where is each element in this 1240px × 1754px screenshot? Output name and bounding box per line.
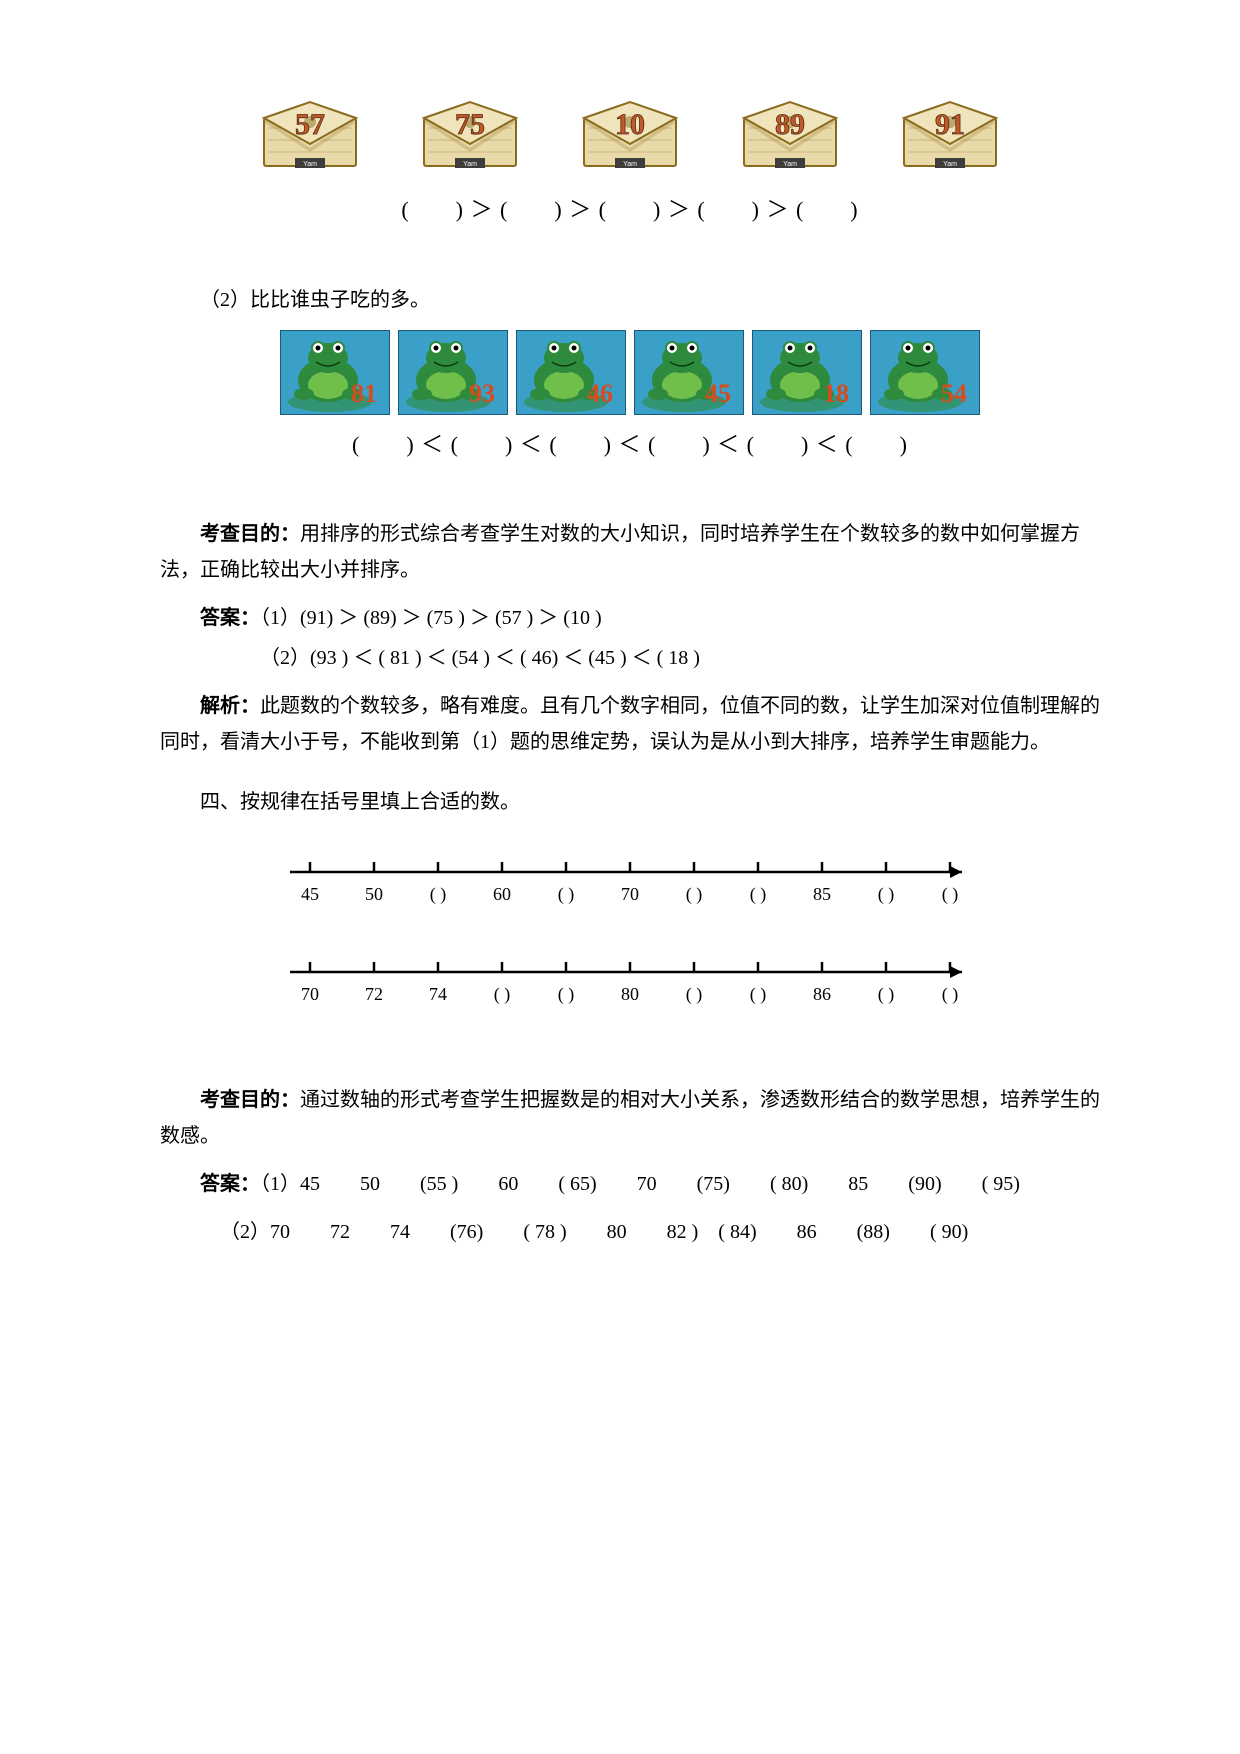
analysis-1: 解析：此题数的个数较多，略有难度。且有几个数字相同，位值不同的数，让学生加深对位… [160, 688, 1100, 760]
svg-text:45: 45 [705, 379, 731, 408]
svg-text:86: 86 [813, 984, 831, 1004]
q2-label: （2）比比谁虫子吃的多。 [160, 282, 1100, 318]
analysis-1-label: 解析： [200, 695, 260, 717]
envelope-icon: Yam 89 [740, 100, 840, 170]
frog-tile-icon: 18 [752, 330, 862, 415]
envelope-icon: Yam 10 [580, 100, 680, 170]
purpose-1-label: 考查目的： [200, 523, 300, 545]
svg-text:Yam: Yam [463, 161, 477, 168]
svg-text:10: 10 [615, 108, 645, 141]
svg-text:57: 57 [295, 108, 325, 141]
svg-text:( ): ( ) [750, 984, 767, 1005]
svg-text:60: 60 [493, 884, 511, 904]
svg-text:( ): ( ) [494, 984, 511, 1005]
envelope-icon: Yam 91 [900, 100, 1000, 170]
svg-text:( ): ( ) [878, 984, 895, 1005]
analysis-1-text: 此题数的个数较多，略有难度。且有几个数字相同，位值不同的数，让学生加深对位值制理… [160, 695, 1100, 753]
svg-text:Yam: Yam [623, 161, 637, 168]
svg-text:81: 81 [351, 379, 377, 408]
answers-1-line2: （2）(93 ) ＜ ( 81 ) ＜ (54 ) ＜ ( 46) ＜ (45 … [160, 640, 1100, 676]
svg-text:( ): ( ) [942, 884, 959, 905]
svg-text:45: 45 [301, 884, 319, 904]
svg-text:( ): ( ) [686, 984, 703, 1005]
svg-text:85: 85 [813, 884, 831, 904]
frog-tile-icon: 45 [634, 330, 744, 415]
answers-1-label: 答案： [200, 607, 260, 629]
numberline-1: 45 50 ( ) 60 ( ) 70 ( ) ( ) 85 ( ) ( ) [280, 850, 980, 920]
svg-text:70: 70 [621, 884, 639, 904]
numberline-1-wrap: 45 50 ( ) 60 ( ) 70 ( ) ( ) 85 ( ) ( ) [160, 850, 1100, 920]
svg-text:93: 93 [469, 379, 495, 408]
answers-2-label: 答案： [200, 1173, 260, 1195]
purpose-2-label: 考查目的： [200, 1089, 300, 1111]
svg-text:Yam: Yam [943, 161, 957, 168]
svg-text:72: 72 [365, 984, 383, 1004]
numberline-2: 70 72 74 ( ) ( ) 80 ( ) ( ) 86 ( ) ( ) [280, 950, 980, 1020]
svg-text:( ): ( ) [430, 884, 447, 905]
section-4-title: 四、按规律在括号里填上合适的数。 [160, 784, 1100, 820]
purpose-2-text: 通过数轴的形式考查学生把握数是的相对大小关系，渗透数形结合的数学思想，培养学生的… [160, 1089, 1100, 1147]
envelope-icon: Yam 75 [420, 100, 520, 170]
envelope-row: Yam 57 Yam 75 Yam 10 Yam 89 Yam 91 [160, 100, 1100, 170]
svg-text:( ): ( ) [558, 884, 575, 905]
svg-text:70: 70 [301, 984, 319, 1004]
svg-text:( ): ( ) [686, 884, 703, 905]
svg-text:( ): ( ) [558, 984, 575, 1005]
answers-1-l1: （1）(91) ＞ (89) ＞ (75 ) ＞ (57 ) ＞ (10 ) [260, 607, 602, 629]
frog-tile-icon: 54 [870, 330, 980, 415]
purpose-2: 考查目的：通过数轴的形式考查学生把握数是的相对大小关系，渗透数形结合的数学思想，… [160, 1082, 1100, 1154]
frog-tile-icon: 46 [516, 330, 626, 415]
svg-text:91: 91 [935, 108, 965, 141]
svg-text:74: 74 [429, 984, 447, 1004]
frog-tile-icon: 81 [280, 330, 390, 415]
svg-text:89: 89 [775, 108, 805, 141]
answers-2-line1: 答案：（1）45 50 (55 ) 60 ( 65) 70 (75) ( 80)… [160, 1166, 1100, 1202]
svg-text:( ): ( ) [750, 884, 767, 905]
envelope-icon: Yam 57 [260, 100, 360, 170]
envelope-fill-row: ( ) ＞ ( ) ＞ ( ) ＞ ( ) ＞ ( ) [160, 190, 1100, 230]
svg-text:( ): ( ) [942, 984, 959, 1005]
svg-text:18: 18 [823, 379, 849, 408]
purpose-1: 考查目的：用排序的形式综合考查学生对数的大小知识，同时培养学生在个数较多的数中如… [160, 516, 1100, 588]
svg-text:Yam: Yam [783, 161, 797, 168]
frog-fill-row: ( ) ＜ ( ) ＜ ( ) ＜ ( ) ＜ ( ) ＜ ( ) [160, 425, 1100, 465]
svg-text:50: 50 [365, 884, 383, 904]
numberline-2-wrap: 70 72 74 ( ) ( ) 80 ( ) ( ) 86 ( ) ( ) [160, 950, 1100, 1020]
svg-text:46: 46 [587, 379, 613, 408]
svg-text:54: 54 [941, 379, 967, 408]
frog-tile-icon: 93 [398, 330, 508, 415]
svg-text:Yam: Yam [303, 161, 317, 168]
svg-text:( ): ( ) [878, 884, 895, 905]
frog-row: 81 93 46 45 18 54 [160, 330, 1100, 415]
answers-2-l1: （1）45 50 (55 ) 60 ( 65) 70 (75) ( 80) 85… [260, 1173, 1020, 1195]
svg-text:80: 80 [621, 984, 639, 1004]
answers-1-line1: 答案：（1）(91) ＞ (89) ＞ (75 ) ＞ (57 ) ＞ (10 … [160, 600, 1100, 636]
svg-text:75: 75 [455, 108, 485, 141]
answers-2-line2: （2）70 72 74 (76) ( 78 ) 80 82 ) ( 84) 86… [160, 1214, 1100, 1250]
